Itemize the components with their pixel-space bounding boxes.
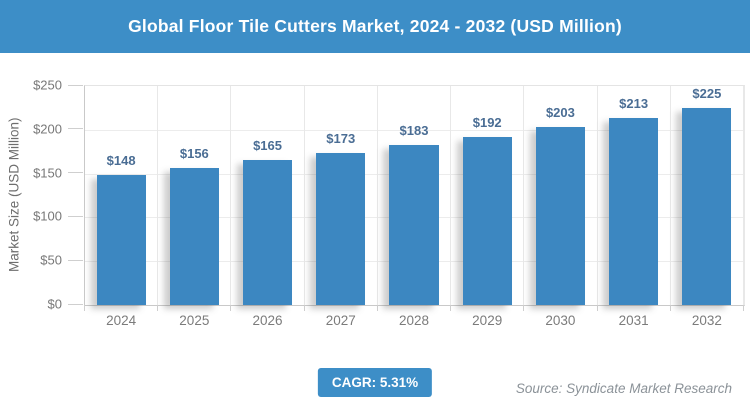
bar (242, 160, 293, 305)
y-tick-label: $200 (33, 121, 62, 137)
bar-value-label: $148 (106, 153, 136, 169)
x-tick-label: 2026 (252, 313, 283, 328)
bar-value-label: $225 (692, 85, 722, 101)
x-tick-mark (84, 305, 85, 311)
category-cell: $225 2032 (671, 85, 744, 328)
category-cell: $183 2028 (378, 86, 452, 328)
bar (389, 144, 439, 305)
plot-area: $148 2024 $156 2025 $165 2026 $173 2027 $183 2028… (84, 85, 745, 328)
source-attribution: Source: Syndicate Market Research (515, 381, 732, 396)
x-tick-label: 2024 (106, 313, 137, 328)
x-tick-label: 2029 (472, 313, 503, 328)
chart-title: Global Floor Tile Cutters Market, 2024 -… (128, 16, 622, 36)
category-cell: $213 2031 (598, 86, 671, 328)
bar-value-label: $203 (545, 105, 575, 121)
x-tick-label: 2028 (398, 313, 429, 328)
x-tick-mark (303, 305, 305, 311)
bar (682, 107, 732, 305)
category-cell: $192 2029 (451, 86, 525, 328)
chart-title-bar: Global Floor Tile Cutters Market, 2024 -… (0, 0, 750, 53)
x-tick-mark (376, 305, 378, 311)
category-cell: $165 2026 (231, 86, 305, 328)
category-cell: $203 2030 (524, 86, 598, 328)
bar (96, 175, 146, 305)
x-tick-label: 2031 (618, 313, 649, 328)
x-tick-label: 2030 (545, 313, 576, 328)
x-tick-mark (450, 305, 452, 311)
y-tick-mark (68, 84, 83, 86)
x-tick-mark (230, 305, 232, 311)
x-tick-mark (596, 305, 598, 311)
bar (169, 168, 219, 305)
y-tick-mark (68, 128, 83, 130)
x-tick-label: 2025 (179, 313, 210, 328)
bar-value-label: $183 (399, 122, 429, 138)
bar-value-label: $192 (472, 114, 502, 130)
x-tick-label: 2032 (691, 313, 722, 328)
x-tick-label: 2027 (325, 313, 356, 328)
bar-value-label: $165 (253, 138, 282, 154)
y-tick-mark (68, 172, 83, 174)
cagr-badge: CAGR: 5.31% (317, 368, 433, 397)
y-tick-mark (68, 215, 83, 217)
x-tick-mark (742, 305, 744, 311)
bar-value-label: $213 (619, 96, 649, 112)
y-tick-label: $0 (47, 296, 62, 312)
x-tick-mark (157, 305, 159, 311)
horizontal-gridline (85, 129, 744, 131)
bar-value-label: $156 (179, 146, 209, 162)
bar (535, 127, 585, 305)
y-tick-label: $50 (40, 252, 62, 268)
bar (316, 153, 366, 305)
y-tick-label: $150 (33, 165, 62, 181)
y-tick-mark (68, 259, 83, 261)
category-cell: $173 2027 (305, 86, 378, 328)
bar-value-label: $173 (326, 131, 356, 147)
y-tick-label: $100 (33, 208, 62, 224)
y-tick-mark (68, 303, 83, 305)
bar (462, 136, 512, 305)
x-tick-mark (523, 305, 525, 311)
bar (609, 118, 659, 305)
x-tick-mark (669, 305, 671, 311)
y-tick-label: $250 (33, 77, 62, 93)
category-cell: $156 2025 (158, 86, 232, 328)
y-axis: $250 $200 $150 $100 $50 $0 (0, 78, 84, 312)
category-cell: $148 2024 (85, 86, 159, 328)
